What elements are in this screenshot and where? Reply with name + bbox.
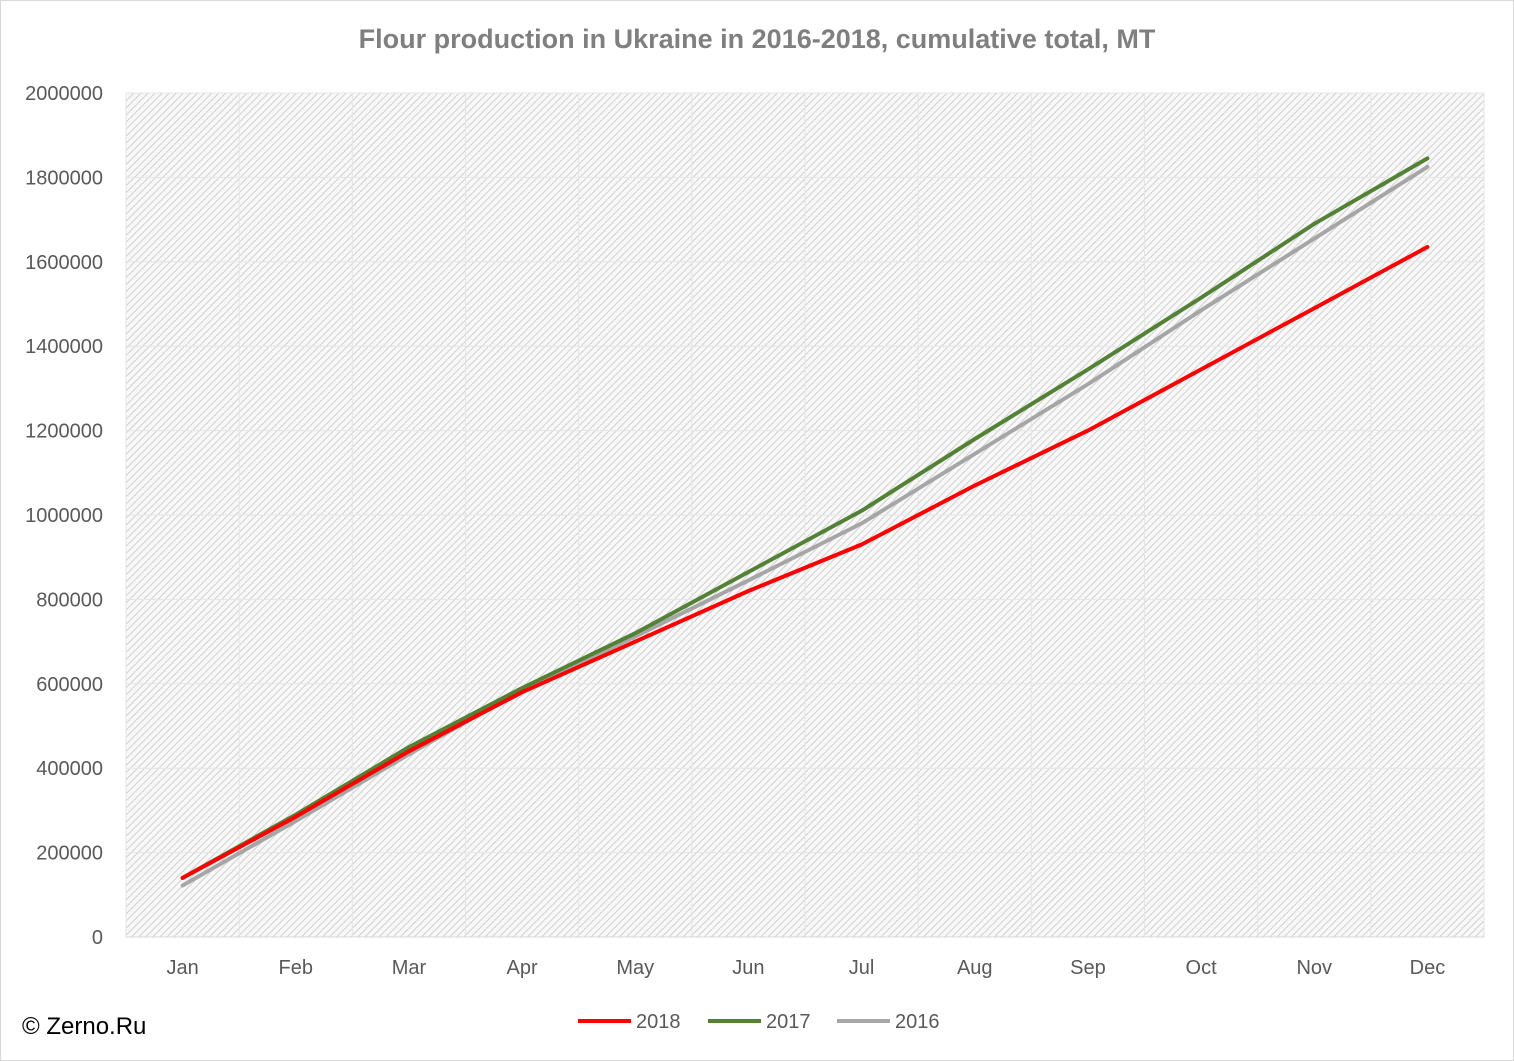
y-tick-label: 800000 [36,589,103,611]
y-tick-label: 1400000 [25,336,103,358]
x-tick-label: Aug [957,957,993,979]
legend: 2018 2017 2016 [578,1011,940,1033]
x-tick-label: Jun [732,957,764,979]
y-tick-label: 200000 [36,843,103,865]
y-tick-label: 600000 [36,674,103,696]
x-tick-label: Apr [507,957,538,979]
y-tick-label: 2000000 [25,83,103,105]
x-tick-label: Jul [849,957,875,979]
legend-label-2016: 2016 [895,1011,940,1033]
x-tick-label: Sep [1070,957,1106,979]
legend-label-2018: 2018 [636,1011,681,1033]
y-tick-label: 1600000 [25,252,103,274]
series-lines [180,156,1430,888]
axes: 0 200000 400000 600000 800000 1000000 1200000 1… [25,83,1484,979]
y-tick-label: 1200000 [25,421,103,443]
x-tick-label: Jan [166,957,198,979]
x-tick-label: Feb [279,957,313,979]
y-tick-label: 400000 [36,758,103,780]
chart-title: Flour production in Ukraine in 2016-2018… [358,24,1156,54]
y-tick-label: 1800000 [25,167,103,189]
series-line-2017 [180,156,1430,880]
y-tick-label: 0 [92,927,103,949]
legend-label-2017: 2017 [766,1011,811,1033]
series-line-2018 [180,245,1430,880]
x-tick-label: Oct [1186,957,1218,979]
series-line-2016 [180,164,1430,888]
x-tick-label: Dec [1410,957,1446,979]
x-tick-label: Nov [1296,957,1332,979]
copyright-text: © Zerno.Ru [22,1013,147,1040]
y-tick-label: 1000000 [25,505,103,527]
x-tick-label: Mar [392,957,427,979]
x-tick-label: May [616,957,654,979]
